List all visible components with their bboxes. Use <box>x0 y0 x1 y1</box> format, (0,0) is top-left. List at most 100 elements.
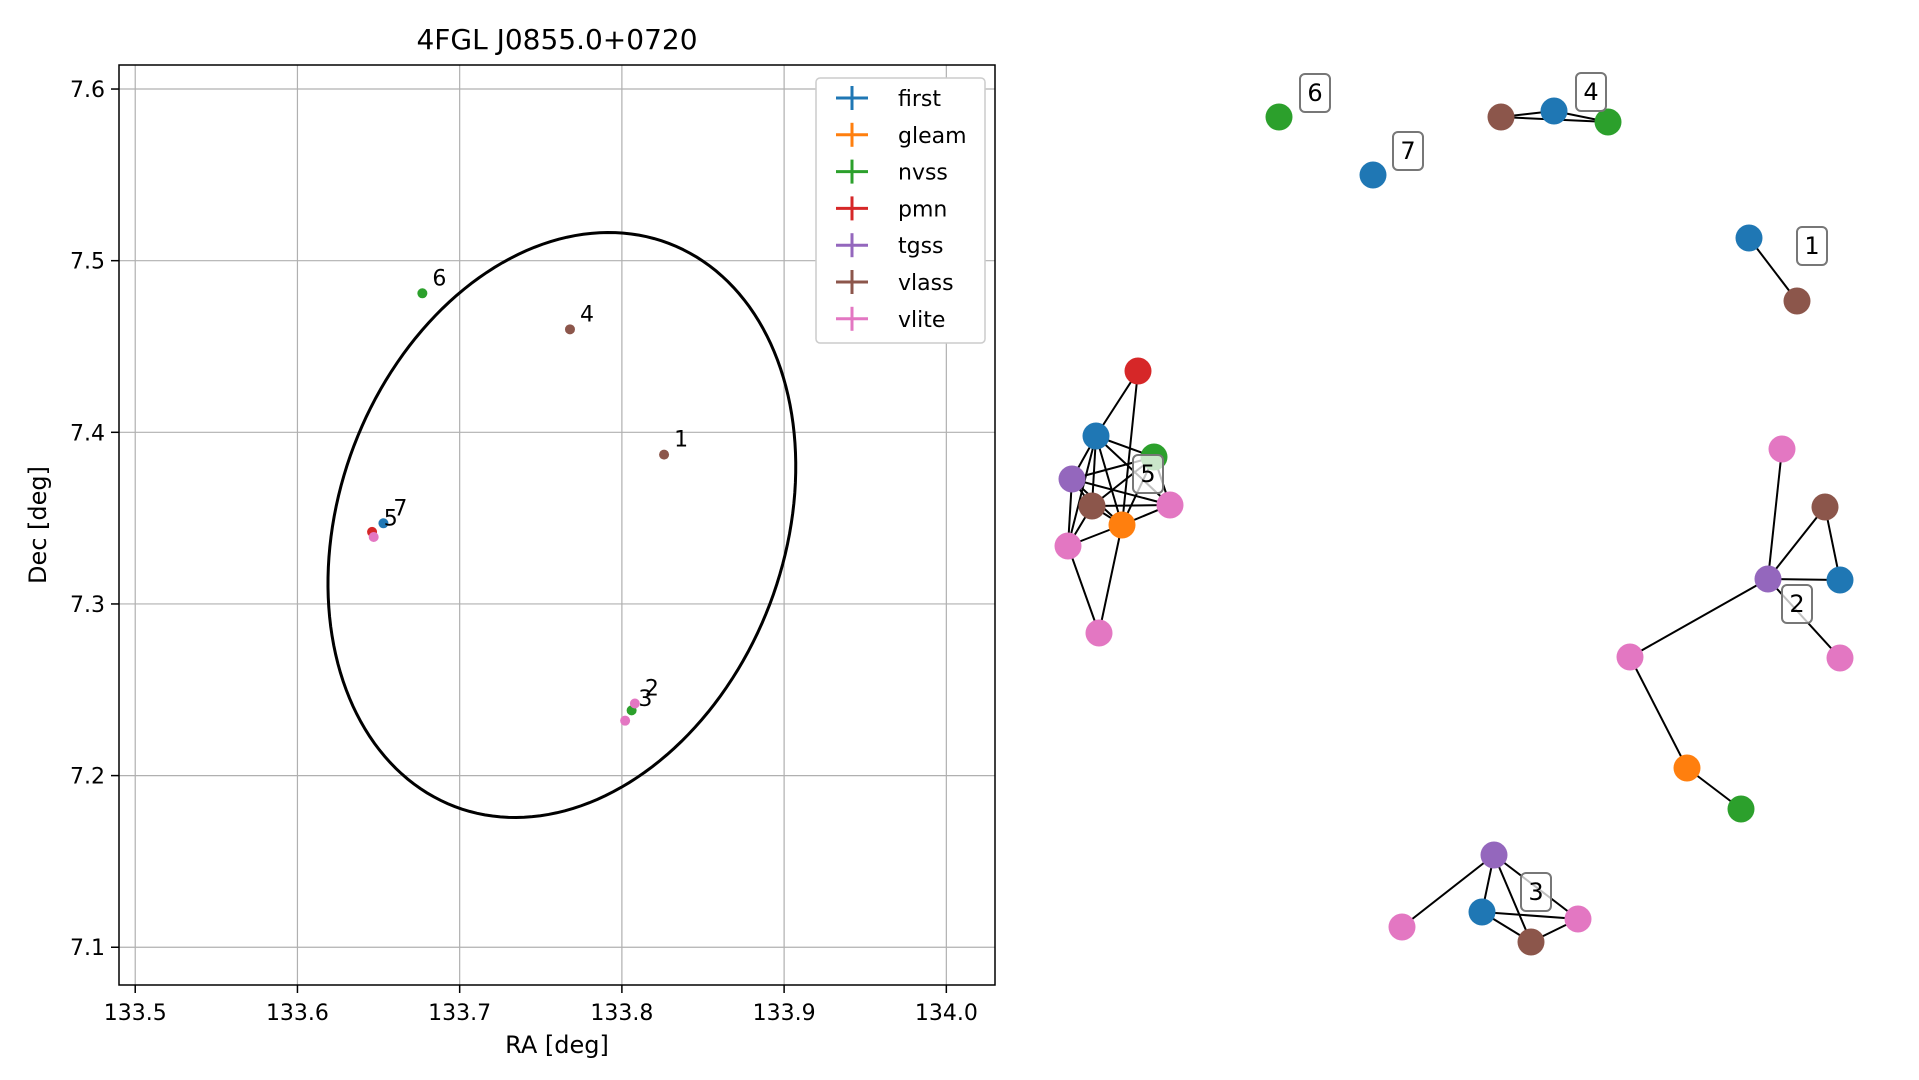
error-ellipse <box>326 231 798 819</box>
x-tick-label: 133.7 <box>428 1001 491 1026</box>
x-tick-label: 133.6 <box>266 1001 329 1026</box>
graph-node-first <box>1082 422 1110 450</box>
graph-edge <box>1098 524 1123 634</box>
graph-edges <box>1067 110 1841 943</box>
graph-node-tgss <box>1754 565 1782 593</box>
annotation-7: 7 <box>393 496 407 521</box>
x-tick-label: 133.8 <box>590 1001 653 1026</box>
network-graph: 1 2 3 4 5 6 7 <box>1054 72 1854 956</box>
point-vlass <box>659 449 670 460</box>
cluster-label-box <box>1575 72 1607 112</box>
x-tick-label: 133.9 <box>753 1001 816 1026</box>
graph-node-vlass <box>1517 928 1545 956</box>
point-vlite <box>629 698 640 709</box>
legend-label: vlite <box>898 308 945 333</box>
cluster-label-2: 2 <box>1781 584 1813 624</box>
graph-node-first <box>1826 566 1854 594</box>
cluster-label-text: 6 <box>1307 79 1322 107</box>
cluster-label-3: 3 <box>1520 872 1552 912</box>
graph-edge <box>1629 656 1688 769</box>
graph-edge <box>1481 911 1579 920</box>
cluster-label-text: 3 <box>1528 878 1543 906</box>
annotation-1: 1 <box>674 428 688 453</box>
legend-label: pmn <box>898 197 947 222</box>
y-tick-label: 7.6 <box>70 78 105 103</box>
point-vlass <box>564 324 575 335</box>
cluster-label-text: 5 <box>1140 460 1155 488</box>
graph-edge <box>1071 478 1171 506</box>
graph-node-nvss <box>1594 108 1622 136</box>
cluster-label-7: 7 <box>1392 131 1424 171</box>
cluster-label-box <box>1796 226 1828 266</box>
legend-entry-vlass: vlass <box>836 270 954 296</box>
graph-edge <box>1629 578 1769 658</box>
graph-node-tgss <box>1058 465 1086 493</box>
annotation-2: 2 <box>645 677 659 702</box>
x-tick-label: 133.5 <box>104 1001 167 1026</box>
graph-node-vlite <box>1564 905 1592 933</box>
graph-node-pmn <box>1124 357 1152 385</box>
graph-node-vlite <box>1768 435 1796 463</box>
y-tick-label: 7.5 <box>70 250 105 275</box>
graph-node-first <box>1735 224 1763 252</box>
graph-node-vlass <box>1078 492 1106 520</box>
annotation-3: 3 <box>638 687 652 712</box>
cluster-label-box <box>1520 872 1552 912</box>
graph-node-tgss <box>1480 841 1508 869</box>
legend-entry-first: first <box>836 86 941 112</box>
graph-node-vlass <box>1811 493 1839 521</box>
graph-node-vlass <box>1487 103 1515 131</box>
legend-entry-nvss: nvss <box>836 159 948 186</box>
y-tick-label: 7.2 <box>70 765 105 790</box>
graph-node-vlass <box>1783 287 1811 315</box>
legend-label: vlass <box>898 271 954 296</box>
graph-node-nvss <box>1265 103 1293 131</box>
graph-node-vlite <box>1156 491 1184 519</box>
axes-frame <box>118 64 996 986</box>
cluster-label-text: 2 <box>1789 590 1804 618</box>
cluster-labels: 1 2 3 4 5 6 7 <box>1132 72 1828 912</box>
graph-node-vlite <box>1388 913 1416 941</box>
graph-node-gleam <box>1673 754 1701 782</box>
point-vlite <box>368 532 379 543</box>
legend-label: tgss <box>898 234 944 259</box>
point-first <box>378 518 389 529</box>
cluster-label-text: 4 <box>1583 78 1598 106</box>
legend-label: first <box>898 87 941 112</box>
legend-entry-pmn: pmn <box>836 196 947 222</box>
cluster-label-1: 1 <box>1796 226 1828 266</box>
graph-node-vlite <box>1085 619 1113 647</box>
graph-node-vlite <box>1616 643 1644 671</box>
y-tick-label: 7.4 <box>70 421 105 446</box>
legend-entry-tgss: tgss <box>836 233 944 259</box>
y-ticks: 7.1 7.2 7.3 7.4 7.5 7.6 <box>70 78 119 961</box>
point-nvss <box>417 288 428 299</box>
y-axis-label: Dec [deg] <box>24 466 52 584</box>
cluster-label-box <box>1132 454 1164 494</box>
cluster-label-4: 4 <box>1575 72 1607 112</box>
cluster-label-box <box>1781 584 1813 624</box>
annotation-6: 6 <box>432 266 446 291</box>
annotation-4: 4 <box>580 302 594 327</box>
data-points <box>367 288 670 726</box>
cluster-label-5: 5 <box>1132 454 1164 494</box>
cluster-label-text: 7 <box>1400 137 1415 165</box>
graph-edge <box>1401 854 1495 928</box>
graph-node-gleam <box>1108 511 1136 539</box>
cluster-label-text: 1 <box>1804 232 1819 260</box>
x-ticks: 133.5 133.6 133.7 133.8 133.9 134.0 <box>104 985 978 1026</box>
graph-edge <box>1493 854 1532 943</box>
graph-nodes <box>1054 97 1854 956</box>
legend-label: nvss <box>898 161 948 186</box>
legend: first gleam nvss pmn tgss vlass vlite <box>815 77 986 344</box>
graph-edge <box>1067 545 1100 634</box>
cluster-label-6: 6 <box>1299 73 1331 113</box>
point-vlite <box>620 715 631 726</box>
y-tick-label: 7.3 <box>70 593 105 618</box>
graph-node-first <box>1468 898 1496 926</box>
graph-node-first <box>1359 161 1387 189</box>
x-tick-label: 134.0 <box>915 1001 978 1026</box>
